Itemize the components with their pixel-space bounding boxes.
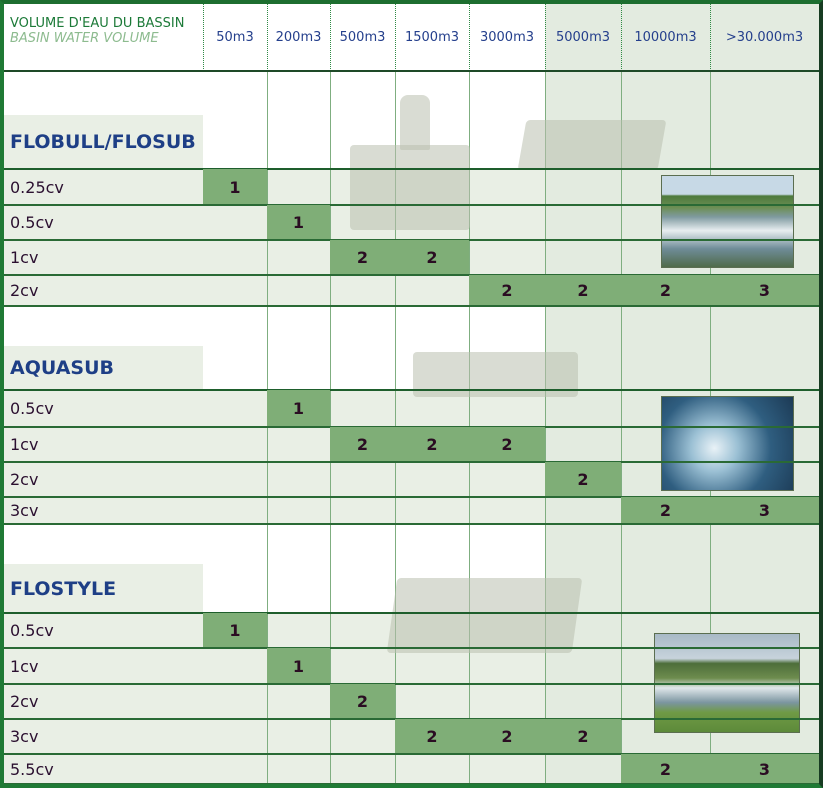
row-divider [4, 204, 819, 206]
row-divider [4, 647, 819, 649]
rating-cell: 2 [395, 719, 469, 754]
row-label: 0.5cv [10, 213, 54, 232]
row-label: 2cv [10, 692, 39, 711]
rating-cell: 1 [267, 205, 330, 240]
flobull-cone-image [400, 95, 430, 150]
row-label: 1cv [10, 435, 39, 454]
rating-cell: 2 [330, 684, 395, 719]
section-title: FLOSTYLE [10, 577, 117, 600]
column-header: 10000m3 [634, 30, 697, 45]
rating-cell: 2 [545, 719, 621, 754]
rating-cell: 2 [330, 427, 395, 462]
column-header: 200m3 [275, 30, 322, 45]
row-label: 0.25cv [10, 177, 64, 197]
header-divider [4, 70, 819, 72]
row-label: 1cv [10, 656, 39, 676]
column-divider [395, 4, 396, 71]
aquasub-water-photo [661, 396, 794, 491]
row-divider [4, 612, 819, 614]
rating-cell: 2 [469, 719, 545, 754]
column-divider [469, 4, 470, 71]
column-header: 1500m3 [404, 30, 460, 45]
row-divider [4, 496, 819, 498]
column-header: 50m3 [216, 30, 254, 45]
rating-cell: 2 [621, 754, 710, 784]
table-title: VOLUME D'EAU DU BASSIN BASIN WATER VOLUM… [4, 4, 203, 71]
rating-cell: 2 [621, 497, 710, 524]
row-divider [4, 274, 819, 276]
rating-cell: 2 [395, 240, 469, 275]
title-french: VOLUME D'EAU DU BASSIN [10, 16, 185, 31]
rating-cell: 1 [267, 390, 330, 427]
pond-aerator-photo [661, 175, 794, 268]
section-label-band [4, 115, 203, 169]
flobull-product-image [350, 145, 470, 230]
row-label: 0.5cv [10, 399, 54, 418]
rating-cell: 2 [469, 427, 545, 462]
section-title: AQUASUB [10, 357, 114, 379]
rating-cell: 1 [267, 648, 330, 684]
rating-cell: 3 [710, 497, 819, 524]
section-label-band [4, 564, 203, 613]
column-divider [203, 4, 204, 71]
row-divider [4, 523, 819, 525]
column-header: 5000m3 [555, 30, 611, 45]
row-label: 3cv [10, 727, 39, 746]
rating-cell: 3 [710, 754, 819, 784]
column-header: 500m3 [339, 30, 386, 45]
section-title: FLOBULL/FLOSUB [10, 131, 196, 153]
row-divider [4, 461, 819, 463]
row-label: 5.5cv [10, 759, 54, 779]
rating-cell: 2 [330, 240, 395, 275]
rating-cell: 2 [545, 275, 621, 306]
column-header: 3000m3 [479, 30, 535, 45]
row-label: 3cv [10, 501, 39, 520]
rating-cell: 1 [203, 613, 267, 648]
rating-cell: 3 [710, 275, 819, 306]
rating-cell: 2 [469, 275, 545, 306]
rating-cell: 2 [621, 275, 710, 306]
row-label: 2cv [10, 281, 39, 300]
rating-cell: 1 [203, 169, 267, 205]
column-header: >30.000m3 [725, 30, 804, 45]
row-divider [4, 389, 819, 391]
row-divider [4, 168, 819, 170]
column-divider [545, 4, 546, 71]
row-divider [4, 683, 819, 685]
title-english: BASIN WATER VOLUME [10, 31, 159, 46]
section-label-band [4, 346, 203, 390]
row-label: 1cv [10, 248, 39, 267]
column-divider [267, 4, 268, 71]
row-label: 0.5cv [10, 621, 54, 640]
row-label: 2cv [10, 470, 39, 489]
column-divider [710, 4, 711, 71]
column-divider [621, 4, 622, 71]
rating-cell: 2 [395, 427, 469, 462]
rating-cell: 2 [545, 462, 621, 497]
row-divider [4, 753, 819, 755]
row-divider [4, 305, 819, 307]
column-divider [330, 4, 331, 71]
